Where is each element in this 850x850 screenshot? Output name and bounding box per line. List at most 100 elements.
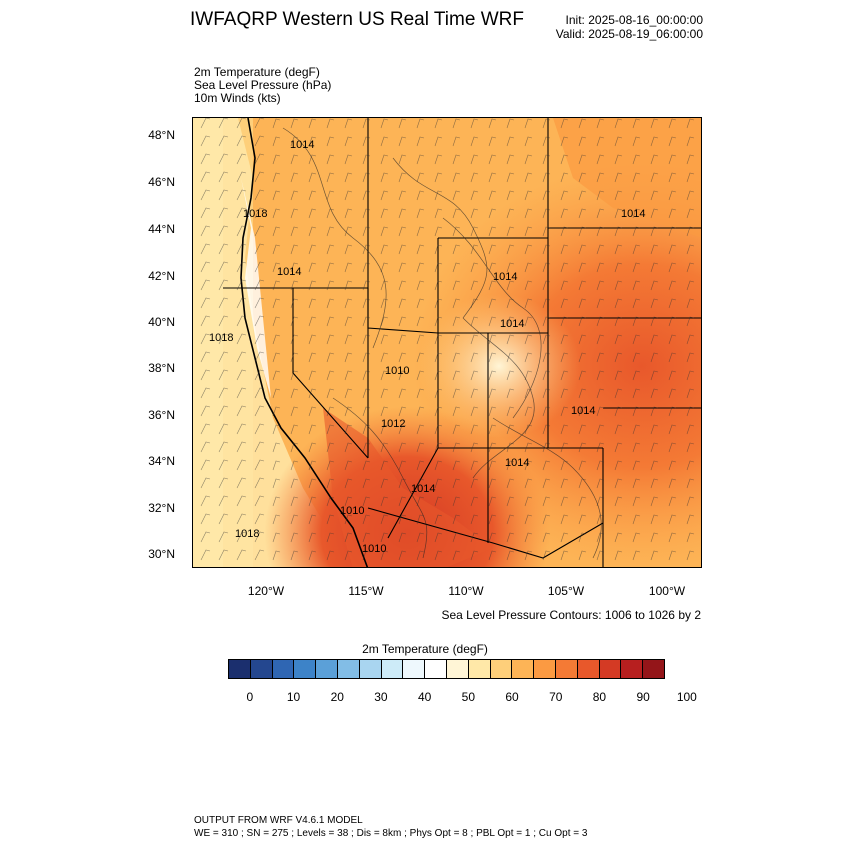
wind-barb: [470, 550, 479, 561]
wind-barb: [434, 532, 443, 543]
wind-barb: [326, 172, 335, 183]
wind-barb: [542, 154, 551, 165]
wind-barb: [362, 190, 371, 201]
wind-barb: [686, 370, 695, 381]
colorbar-cell: [446, 660, 469, 678]
wind-barb: [542, 460, 551, 471]
wind-barb: [668, 262, 677, 273]
wind-barb: [254, 369, 265, 381]
wind-barb: [596, 154, 605, 165]
wind-barb: [416, 316, 425, 327]
wind-barb: [380, 424, 389, 435]
valid-time: Valid: 2025-08-19_06:00:00: [555, 27, 703, 41]
wind-barb: [650, 262, 659, 273]
wind-barb: [686, 514, 695, 525]
wind-barb: [200, 297, 211, 309]
colorbar-tick-label: 40: [417, 690, 432, 704]
wind-barb: [290, 172, 299, 183]
wind-barb: [308, 460, 317, 471]
wind-barb: [398, 514, 407, 525]
wind-barb: [614, 316, 623, 327]
wind-barb: [452, 298, 461, 309]
wind-barb: [362, 424, 371, 435]
wind-barb: [614, 424, 623, 435]
wind-barb: [452, 190, 461, 201]
wind-barb: [290, 154, 299, 165]
pressure-label: 1012: [381, 418, 406, 430]
wind-barb: [506, 370, 515, 381]
wind-barb: [416, 208, 425, 219]
wind-barb: [200, 513, 211, 525]
wind-barb: [596, 352, 605, 363]
wind-barb: [308, 118, 317, 129]
wind-barb: [344, 406, 353, 417]
wind-barb: [416, 406, 425, 417]
wind-barb: [290, 388, 299, 399]
wind-barb: [452, 478, 461, 489]
wind-barb: [362, 118, 371, 129]
wind-barb: [578, 154, 587, 165]
wind-barb: [614, 190, 623, 201]
wind-barb: [488, 424, 497, 435]
wind-barb: [308, 352, 317, 363]
wind-barb: [524, 226, 533, 237]
wind-barb: [416, 118, 425, 129]
wind-barb: [290, 208, 299, 219]
wind-barb: [578, 298, 587, 309]
wind-barb: [632, 424, 641, 435]
wind-barb: [398, 298, 407, 309]
wind-barb: [362, 136, 371, 147]
wind-barb: [668, 190, 677, 201]
wind-barb: [452, 244, 461, 255]
wind-barb: [308, 550, 317, 561]
wind-barb: [686, 496, 695, 507]
wind-barb: [596, 190, 605, 201]
wind-barb: [380, 442, 389, 453]
pressure-label: 1018: [209, 332, 234, 344]
wind-barb: [668, 244, 677, 255]
wind-barb: [434, 226, 443, 237]
wind-barb: [326, 244, 335, 255]
wind-barb: [524, 496, 533, 507]
wind-barb: [254, 441, 265, 453]
wind-barb: [524, 208, 533, 219]
wind-barb: [254, 495, 265, 507]
wind-barb: [488, 262, 497, 273]
wind-barb: [398, 316, 407, 327]
wind-barb: [632, 226, 641, 237]
wind-barb: [236, 207, 247, 219]
wind-barb: [668, 406, 677, 417]
wind-barb: [380, 316, 389, 327]
wind-barb: [308, 226, 317, 237]
wind-barb: [524, 514, 533, 525]
wind-barb: [272, 460, 281, 471]
wind-barb: [434, 208, 443, 219]
wind-barb: [542, 550, 551, 561]
wind-barb: [560, 424, 569, 435]
wind-barb: [596, 460, 605, 471]
wind-barb: [326, 478, 335, 489]
wind-barb: [290, 478, 299, 489]
wind-barb: [524, 406, 533, 417]
wind-barb: [596, 316, 605, 327]
wind-barb: [650, 118, 659, 129]
wind-barb: [218, 207, 229, 219]
wind-barb: [668, 352, 677, 363]
wind-barb: [560, 514, 569, 525]
wind-barb: [290, 352, 299, 363]
wind-barb: [650, 316, 659, 327]
wind-barb: [434, 190, 443, 201]
wind-barb: [254, 279, 265, 291]
colorbar-tick-label: 90: [636, 690, 650, 704]
wind-barb: [614, 388, 623, 399]
wind-barb: [218, 279, 229, 291]
lon-label: 115°W: [348, 584, 384, 598]
wind-barb: [470, 154, 479, 165]
wind-barb: [434, 298, 443, 309]
wind-barb: [272, 514, 281, 525]
wind-barb: [290, 316, 299, 327]
wind-barb: [362, 316, 371, 327]
colorbar-cell: [403, 660, 426, 678]
wind-barb: [326, 226, 335, 237]
wind-barb: [254, 207, 265, 219]
